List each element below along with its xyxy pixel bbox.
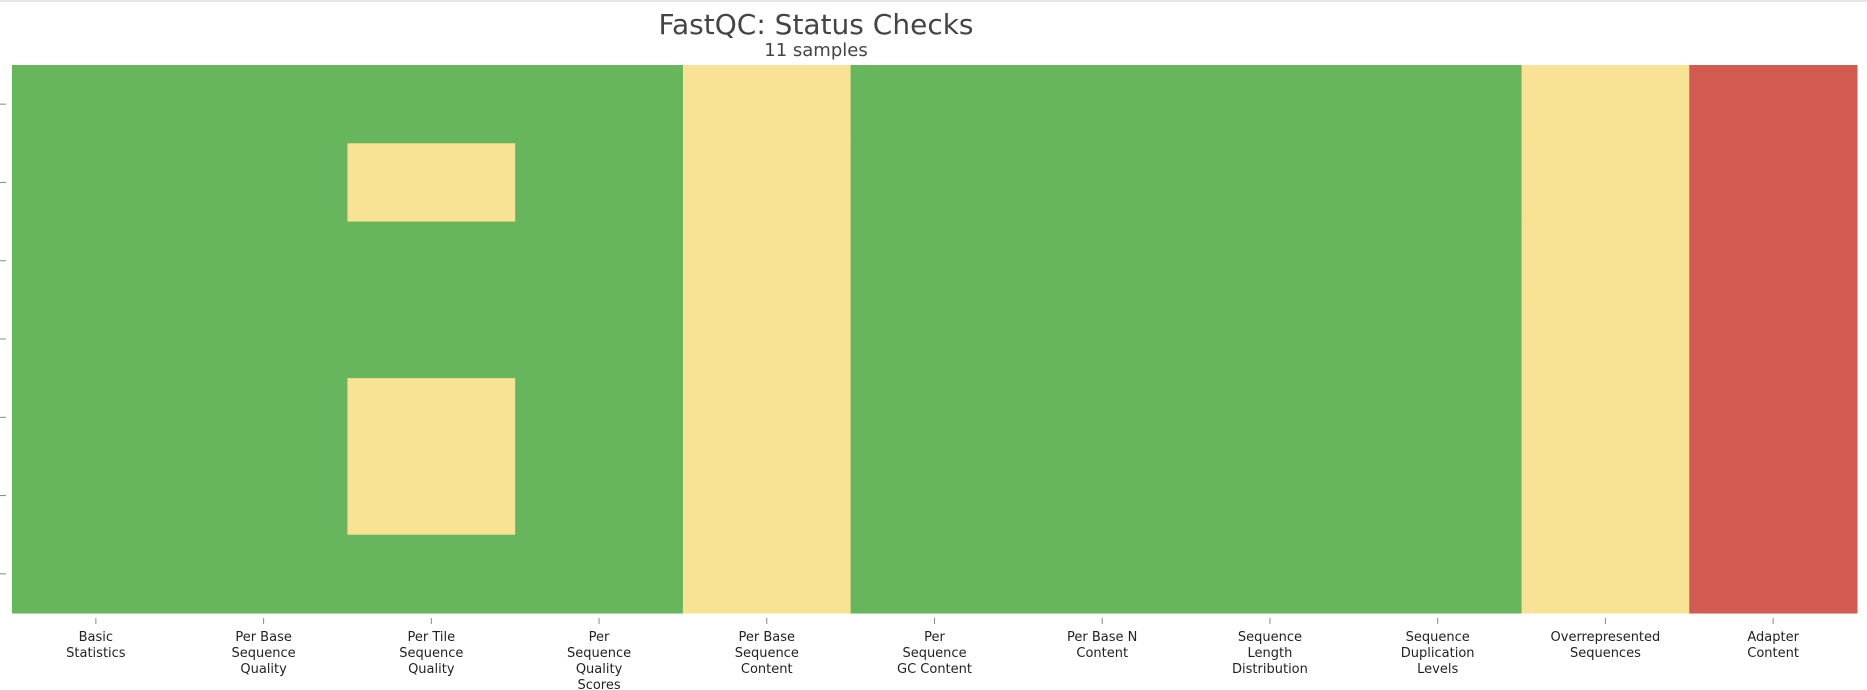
heatmap-cell (347, 378, 516, 457)
heatmap-cell (682, 378, 852, 457)
heatmap-cell (347, 143, 516, 223)
x-tick-label: Per Sequence Quality Scores (567, 630, 631, 690)
heatmap-cell (1521, 378, 1690, 457)
top-border (0, 0, 1867, 2)
x-tick-label: Per Sequence GC Content (897, 630, 972, 677)
heatmap-cell (1018, 299, 1187, 379)
heatmap-cell (1353, 65, 1523, 144)
heatmap-cell (682, 299, 852, 379)
heatmap-cell (850, 378, 1019, 457)
heatmap-cell (1521, 456, 1690, 536)
heatmap-cell (1521, 534, 1690, 614)
heatmap-cell (1353, 299, 1523, 379)
heatmap-cell (179, 378, 348, 457)
heatmap-cell (1689, 378, 1858, 457)
heatmap-cell (515, 143, 684, 223)
x-tick-label: Per Base Sequence Content (735, 630, 799, 677)
heatmap-cell (1689, 456, 1858, 536)
heatmap-cell (1186, 65, 1355, 144)
x-tick-label: Per Base Sequence Quality (232, 630, 296, 677)
chart-subtitle: 11 samples (764, 40, 868, 61)
heatmap-cell (1689, 534, 1858, 614)
heatmap-cell (179, 221, 348, 301)
heatmap-cell (1186, 534, 1355, 614)
heatmap-cell (682, 534, 852, 614)
heatmap-cell (515, 65, 684, 144)
heatmap-cell (515, 221, 684, 301)
x-tick-label: Sequence Length Distribution (1232, 630, 1308, 677)
heatmap-cell (682, 221, 852, 301)
heatmap-cell (1018, 221, 1187, 301)
heatmap-cell (515, 534, 684, 614)
heatmap-cell (12, 299, 181, 379)
x-tick-label: Per Tile Sequence Quality (399, 630, 463, 677)
x-tick-label: Per Base N Content (1067, 630, 1137, 661)
heatmap-cell (179, 65, 348, 144)
heatmap-cell (515, 378, 684, 457)
heatmap-cell (179, 299, 348, 379)
heatmap-cell (1689, 65, 1858, 144)
heatmap-cell (850, 221, 1019, 301)
heatmap-cell (1186, 378, 1355, 457)
heatmap-cell (1018, 534, 1187, 614)
heatmap-cell (179, 456, 348, 536)
heatmap-cell (347, 65, 516, 144)
heatmap-cell (1186, 456, 1355, 536)
heatmap-cell (1018, 143, 1187, 223)
heatmap-cell (1689, 299, 1858, 379)
heatmap-cell (1521, 65, 1690, 144)
heatmap-cell (850, 534, 1019, 614)
chart-title: FastQC: Status Checks (658, 8, 974, 41)
heatmap-cell (12, 65, 181, 144)
heatmap-cell (515, 456, 684, 536)
heatmap-cell (1689, 143, 1858, 223)
heatmap-cell (179, 143, 348, 223)
heatmap-cell (1186, 221, 1355, 301)
heatmap-cell (347, 221, 516, 301)
x-tick-label: Sequence Duplication Levels (1401, 630, 1475, 677)
heatmap-cell (850, 299, 1019, 379)
heatmap-cell (1521, 143, 1690, 223)
heatmap-cell (850, 143, 1019, 223)
heatmap-cell (12, 534, 181, 614)
heatmap-cell (682, 143, 852, 223)
heatmap-cell (179, 534, 348, 614)
heatmap-cell (12, 221, 181, 301)
heatmap-cell (347, 299, 516, 379)
heatmap-cell (12, 143, 181, 223)
heatmap-cell (1521, 299, 1690, 379)
x-tick-label: Overrepresented Sequences (1551, 630, 1661, 661)
heatmap-cell (1521, 221, 1690, 301)
heatmap-cell (682, 65, 852, 144)
heatmap-cell (1353, 221, 1523, 301)
heatmap-cell (347, 456, 516, 536)
heatmap-cell (1689, 221, 1858, 301)
heatmap-cell (515, 299, 684, 379)
heatmap-cell (1353, 143, 1523, 223)
heatmap-cell (1353, 534, 1523, 614)
heatmap-cell (1353, 456, 1523, 536)
heatmap-cell (850, 456, 1019, 536)
heatmap-cell (1353, 378, 1523, 457)
heatmap-cell (1018, 378, 1187, 457)
x-tick-label: Basic Statistics (66, 630, 126, 661)
heatmap-cell (347, 534, 516, 614)
heatmap-cell (682, 456, 852, 536)
heatmap-cell (1186, 299, 1355, 379)
heatmap-cell (1186, 143, 1355, 223)
x-tick-label: Adapter Content (1747, 630, 1799, 661)
heatmap-cell (1018, 65, 1187, 144)
heatmap-cell (12, 456, 181, 536)
heatmap-cell (850, 65, 1019, 144)
heatmap-cell (12, 378, 181, 457)
heatmap-cell (1018, 456, 1187, 536)
